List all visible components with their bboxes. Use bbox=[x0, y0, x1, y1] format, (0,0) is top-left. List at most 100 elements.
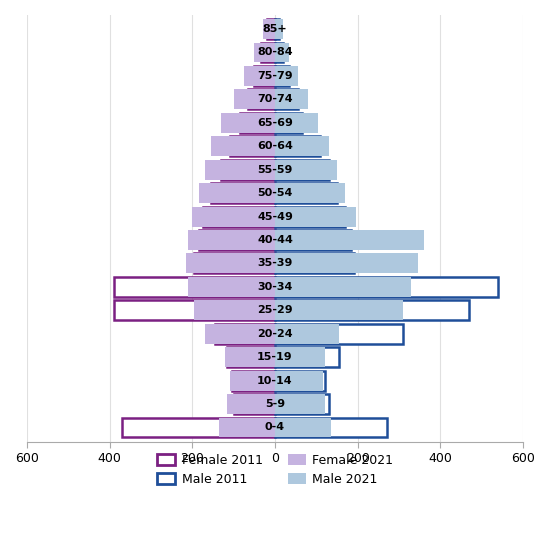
Bar bbox=[275, 66, 298, 86]
Bar bbox=[194, 254, 275, 274]
Bar bbox=[275, 207, 356, 226]
Text: 65-69: 65-69 bbox=[257, 118, 293, 128]
Bar bbox=[229, 371, 275, 390]
Bar bbox=[275, 113, 302, 133]
Bar bbox=[194, 300, 275, 320]
Bar bbox=[275, 347, 339, 367]
Text: 5-9: 5-9 bbox=[265, 399, 285, 409]
Bar bbox=[114, 277, 275, 297]
Bar bbox=[275, 394, 329, 414]
Bar bbox=[275, 66, 289, 86]
Bar bbox=[275, 66, 298, 86]
Bar bbox=[275, 418, 331, 438]
Bar bbox=[226, 347, 275, 367]
Bar bbox=[275, 207, 345, 226]
Bar bbox=[275, 277, 498, 297]
Bar bbox=[275, 254, 417, 274]
Bar bbox=[275, 394, 324, 414]
Bar bbox=[275, 183, 337, 203]
Bar bbox=[232, 371, 275, 390]
Text: 40-44: 40-44 bbox=[257, 235, 293, 245]
Bar bbox=[275, 113, 318, 133]
Bar bbox=[226, 347, 275, 367]
Bar bbox=[275, 277, 411, 297]
Bar bbox=[275, 418, 387, 438]
Bar bbox=[275, 371, 324, 390]
Text: 25-29: 25-29 bbox=[257, 305, 293, 315]
Bar bbox=[275, 418, 331, 438]
Bar bbox=[205, 160, 275, 180]
Bar bbox=[262, 19, 275, 39]
Bar bbox=[219, 418, 275, 438]
Bar bbox=[275, 371, 322, 390]
Bar bbox=[262, 19, 275, 39]
Bar bbox=[221, 113, 275, 133]
Bar bbox=[275, 324, 339, 344]
Bar bbox=[188, 277, 275, 297]
Bar bbox=[254, 43, 275, 62]
Bar bbox=[275, 254, 417, 274]
Bar bbox=[275, 90, 298, 110]
Bar bbox=[228, 347, 275, 367]
Bar bbox=[275, 19, 279, 39]
Bar bbox=[275, 160, 337, 180]
Bar bbox=[275, 347, 324, 367]
Text: 15-19: 15-19 bbox=[257, 352, 293, 362]
Text: 50-54: 50-54 bbox=[257, 188, 293, 198]
Bar bbox=[122, 418, 275, 438]
Text: 20-24: 20-24 bbox=[257, 329, 293, 339]
Bar bbox=[205, 324, 275, 344]
Bar bbox=[202, 207, 275, 226]
Bar bbox=[234, 394, 275, 414]
Bar bbox=[114, 300, 275, 320]
Bar bbox=[275, 160, 337, 180]
Bar bbox=[240, 113, 275, 133]
Bar bbox=[275, 230, 424, 250]
Bar bbox=[221, 160, 275, 180]
Text: 85+: 85+ bbox=[263, 24, 287, 34]
Bar bbox=[186, 254, 275, 274]
Bar bbox=[229, 371, 275, 390]
Bar bbox=[275, 183, 345, 203]
Bar bbox=[234, 90, 275, 110]
Bar bbox=[192, 207, 275, 226]
Bar bbox=[188, 277, 275, 297]
Bar bbox=[275, 324, 403, 344]
Bar bbox=[261, 43, 275, 62]
Text: 45-49: 45-49 bbox=[257, 212, 293, 221]
Text: 80-84: 80-84 bbox=[257, 47, 293, 57]
Text: 35-39: 35-39 bbox=[257, 259, 293, 269]
Bar bbox=[275, 136, 321, 156]
Bar bbox=[229, 136, 275, 156]
Bar bbox=[188, 230, 275, 250]
Bar bbox=[275, 300, 469, 320]
Bar bbox=[244, 66, 275, 86]
Bar bbox=[275, 113, 318, 133]
Bar bbox=[205, 160, 275, 180]
Bar bbox=[275, 160, 329, 180]
Bar bbox=[275, 300, 403, 320]
Bar bbox=[199, 183, 275, 203]
Text: 0-4: 0-4 bbox=[265, 423, 285, 433]
Bar bbox=[275, 19, 283, 39]
Bar bbox=[275, 230, 351, 250]
Bar bbox=[188, 230, 275, 250]
Text: 75-79: 75-79 bbox=[257, 71, 293, 81]
Bar bbox=[199, 230, 275, 250]
Bar bbox=[275, 43, 289, 62]
Bar bbox=[211, 136, 275, 156]
Bar bbox=[254, 43, 275, 62]
Text: 60-64: 60-64 bbox=[257, 141, 293, 151]
Bar bbox=[275, 371, 322, 390]
Bar bbox=[228, 394, 275, 414]
Bar bbox=[248, 90, 275, 110]
Bar bbox=[275, 19, 283, 39]
Bar bbox=[275, 207, 356, 226]
Bar bbox=[275, 136, 329, 156]
Bar bbox=[275, 183, 345, 203]
Bar bbox=[194, 300, 275, 320]
Bar bbox=[221, 113, 275, 133]
Bar bbox=[275, 347, 324, 367]
Text: 70-74: 70-74 bbox=[257, 95, 293, 105]
Bar bbox=[267, 19, 275, 39]
